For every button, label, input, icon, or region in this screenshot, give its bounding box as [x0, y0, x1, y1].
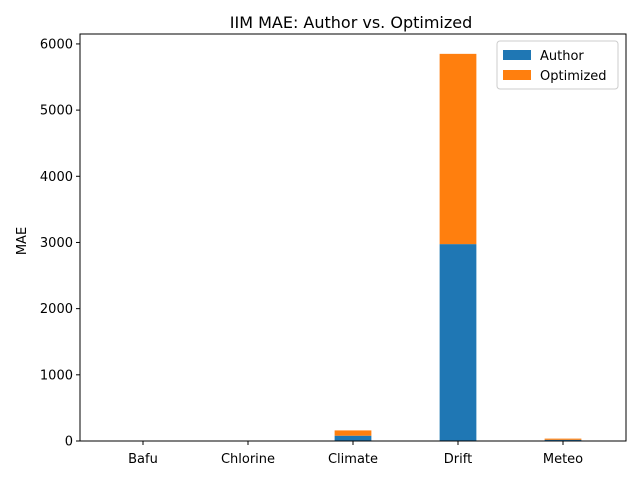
legend-label-optimized: Optimized: [540, 69, 607, 84]
legend-label-author: Author: [540, 49, 584, 64]
y-tick-label: 1000: [40, 368, 73, 383]
y-tick-label: 0: [65, 435, 73, 450]
x-tick-label: Drift: [444, 452, 472, 467]
y-tick-label: 4000: [40, 170, 73, 185]
legend-swatch-optimized: [503, 70, 531, 80]
y-tick-label: 3000: [40, 236, 73, 251]
x-tick-label: Bafu: [128, 452, 158, 467]
bars-group: [124, 53, 582, 442]
bar-author-drift: [439, 244, 477, 441]
x-tick-label: Climate: [328, 452, 378, 467]
y-tick-label: 5000: [40, 104, 73, 119]
legend-swatch-author: [503, 50, 531, 60]
bar-author-climate: [334, 435, 372, 441]
bar-optimized-climate: [334, 430, 372, 436]
x-tick-label: Meteo: [543, 452, 583, 467]
bar-optimized-meteo: [544, 438, 582, 440]
y-tick-label: 6000: [40, 37, 73, 52]
chart-title: IIM MAE: Author vs. Optimized: [230, 13, 473, 32]
legend: Author Optimized: [496, 40, 619, 90]
y-tick-label: 2000: [40, 302, 73, 317]
y-axis-ticks: 0 1000 2000 3000 4000 5000 6000: [40, 37, 80, 450]
x-axis-ticks: Bafu Chlorine Climate Drift Meteo: [128, 441, 583, 467]
y-axis-label: MAE: [15, 227, 30, 255]
plot-frame: [79, 33, 627, 442]
bar-optimized-drift: [439, 53, 477, 245]
x-tick-label: Chlorine: [221, 452, 275, 467]
bar-author-meteo: [544, 439, 582, 441]
